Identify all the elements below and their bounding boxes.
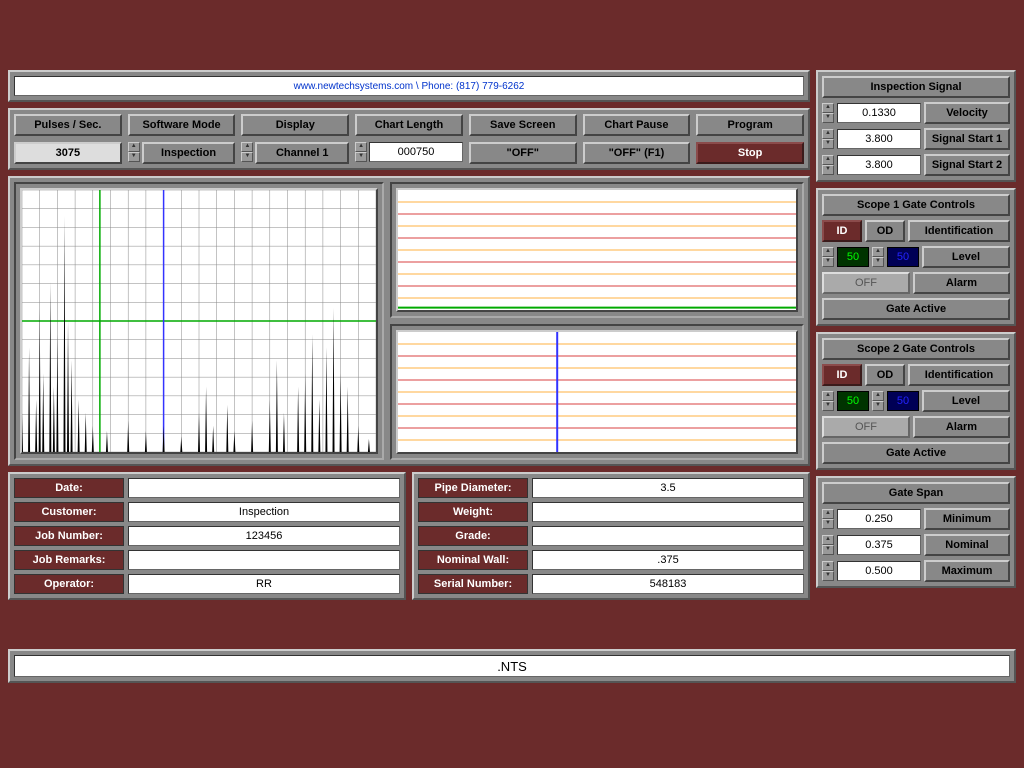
- save-button[interactable]: "OFF": [469, 142, 577, 164]
- charts-panel: [8, 176, 810, 466]
- scope1-panel: Scope 1 Gate Controls ID OD Identificati…: [816, 188, 1016, 326]
- strip-chart-2: [396, 330, 798, 454]
- max-label: Maximum: [924, 560, 1010, 582]
- job-panel: Date: Customer:Inspection Job Number:123…: [8, 472, 406, 600]
- topbar-panel: Pulses / Sec. Software Mode Display Char…: [8, 108, 810, 170]
- scope1-id-spinner[interactable]: ▲▼: [822, 247, 834, 267]
- pipe-panel: Pipe Diameter:3.5 Weight: Grade: Nominal…: [412, 472, 810, 600]
- main-oscilloscope: [20, 188, 378, 454]
- scope1-ident-label: Identification: [908, 220, 1010, 242]
- diam-field[interactable]: 3.5: [532, 478, 804, 498]
- jobnum-label: Job Number:: [14, 526, 124, 546]
- min-value[interactable]: 0.250: [837, 509, 921, 529]
- chartlen-label: Chart Length: [355, 114, 463, 136]
- grade-label: Grade:: [418, 526, 528, 546]
- diam-label: Pipe Diameter:: [418, 478, 528, 498]
- scope2-panel: Scope 2 Gate Controls ID OD Identificati…: [816, 332, 1016, 470]
- customer-label: Customer:: [14, 502, 124, 522]
- mode-spinner[interactable]: ▲▼: [128, 142, 140, 164]
- scope2-off-button[interactable]: OFF: [822, 416, 910, 438]
- ss1-label: Signal Start 1: [924, 128, 1010, 150]
- mode-label: Software Mode: [128, 114, 236, 136]
- pause-button[interactable]: "OFF" (F1): [583, 142, 691, 164]
- grade-field[interactable]: [532, 526, 804, 546]
- scope2-id-spinner[interactable]: ▲▼: [822, 391, 834, 411]
- footer-panel: .NTS: [8, 649, 1016, 683]
- ss2-value[interactable]: 3.800: [837, 155, 921, 175]
- scope2-id-value[interactable]: 50: [837, 391, 869, 411]
- display-label: Display: [241, 114, 349, 136]
- ss1-spinner[interactable]: ▲▼: [822, 129, 834, 149]
- inspection-signal-title: Inspection Signal: [822, 76, 1010, 98]
- velocity-spinner[interactable]: ▲▼: [822, 103, 834, 123]
- footer-file: .NTS: [14, 655, 1010, 677]
- operator-field[interactable]: RR: [128, 574, 400, 594]
- scope2-id-button[interactable]: ID: [822, 364, 862, 386]
- weight-field[interactable]: [532, 502, 804, 522]
- nomwall-label: Nominal Wall:: [418, 550, 528, 570]
- scope1-level-label: Level: [922, 246, 1010, 268]
- scope2-od-value[interactable]: 50: [887, 391, 919, 411]
- save-label: Save Screen: [469, 114, 577, 136]
- scope1-off-button[interactable]: OFF: [822, 272, 910, 294]
- scope2-title: Scope 2 Gate Controls: [822, 338, 1010, 360]
- strip-chart-1: [396, 188, 798, 312]
- customer-field[interactable]: Inspection: [128, 502, 400, 522]
- ss2-spinner[interactable]: ▲▼: [822, 155, 834, 175]
- remarks-field[interactable]: [128, 550, 400, 570]
- gatespan-title: Gate Span: [822, 482, 1010, 504]
- pulses-value: 3075: [14, 142, 122, 164]
- header-panel: www.newtechsystems.com \ Phone: (817) 77…: [8, 70, 810, 102]
- ss1-value[interactable]: 3.800: [837, 129, 921, 149]
- scope1-title: Scope 1 Gate Controls: [822, 194, 1010, 216]
- date-label: Date:: [14, 478, 124, 498]
- velocity-label: Velocity: [924, 102, 1010, 124]
- weight-label: Weight:: [418, 502, 528, 522]
- display-spinner[interactable]: ▲▼: [241, 142, 253, 164]
- scope1-alarm-label: Alarm: [913, 272, 1010, 294]
- scope1-od-button[interactable]: OD: [865, 220, 905, 242]
- max-spinner[interactable]: ▲▼: [822, 561, 834, 581]
- display-value[interactable]: Channel 1: [255, 142, 349, 164]
- min-label: Minimum: [924, 508, 1010, 530]
- pulses-label: Pulses / Sec.: [14, 114, 122, 136]
- min-spinner[interactable]: ▲▼: [822, 509, 834, 529]
- serial-field[interactable]: 548183: [532, 574, 804, 594]
- operator-label: Operator:: [14, 574, 124, 594]
- scope2-alarm-label: Alarm: [913, 416, 1010, 438]
- scope1-od-value[interactable]: 50: [887, 247, 919, 267]
- stop-button[interactable]: Stop: [696, 142, 804, 164]
- nom-label: Nominal: [924, 534, 1010, 556]
- scope2-level-label: Level: [922, 390, 1010, 412]
- nomwall-field[interactable]: .375: [532, 550, 804, 570]
- gatespan-panel: Gate Span ▲▼0.250Minimum ▲▼0.375Nominal …: [816, 476, 1016, 588]
- serial-label: Serial Number:: [418, 574, 528, 594]
- pause-label: Chart Pause: [583, 114, 691, 136]
- scope1-id-button[interactable]: ID: [822, 220, 862, 242]
- scope2-od-button[interactable]: OD: [865, 364, 905, 386]
- scope2-ident-label: Identification: [908, 364, 1010, 386]
- nom-value[interactable]: 0.375: [837, 535, 921, 555]
- mode-value[interactable]: Inspection: [142, 142, 236, 164]
- max-value[interactable]: 0.500: [837, 561, 921, 581]
- chartlen-value[interactable]: 000750: [369, 142, 463, 162]
- inspection-signal-panel: Inspection Signal ▲▼0.1330Velocity ▲▼3.8…: [816, 70, 1016, 182]
- nom-spinner[interactable]: ▲▼: [822, 535, 834, 555]
- remarks-label: Job Remarks:: [14, 550, 124, 570]
- date-field[interactable]: [128, 478, 400, 498]
- jobnum-field[interactable]: 123456: [128, 526, 400, 546]
- scope1-id-value[interactable]: 50: [837, 247, 869, 267]
- scope2-gateactive-button[interactable]: Gate Active: [822, 442, 1010, 464]
- header-url: www.newtechsystems.com \ Phone: (817) 77…: [14, 76, 804, 96]
- velocity-value[interactable]: 0.1330: [837, 103, 921, 123]
- scope1-od-spinner[interactable]: ▲▼: [872, 247, 884, 267]
- ss2-label: Signal Start 2: [924, 154, 1010, 176]
- program-label: Program: [696, 114, 804, 136]
- chartlen-spinner[interactable]: ▲▼: [355, 142, 367, 164]
- scope2-od-spinner[interactable]: ▲▼: [872, 391, 884, 411]
- scope1-gateactive-button[interactable]: Gate Active: [822, 298, 1010, 320]
